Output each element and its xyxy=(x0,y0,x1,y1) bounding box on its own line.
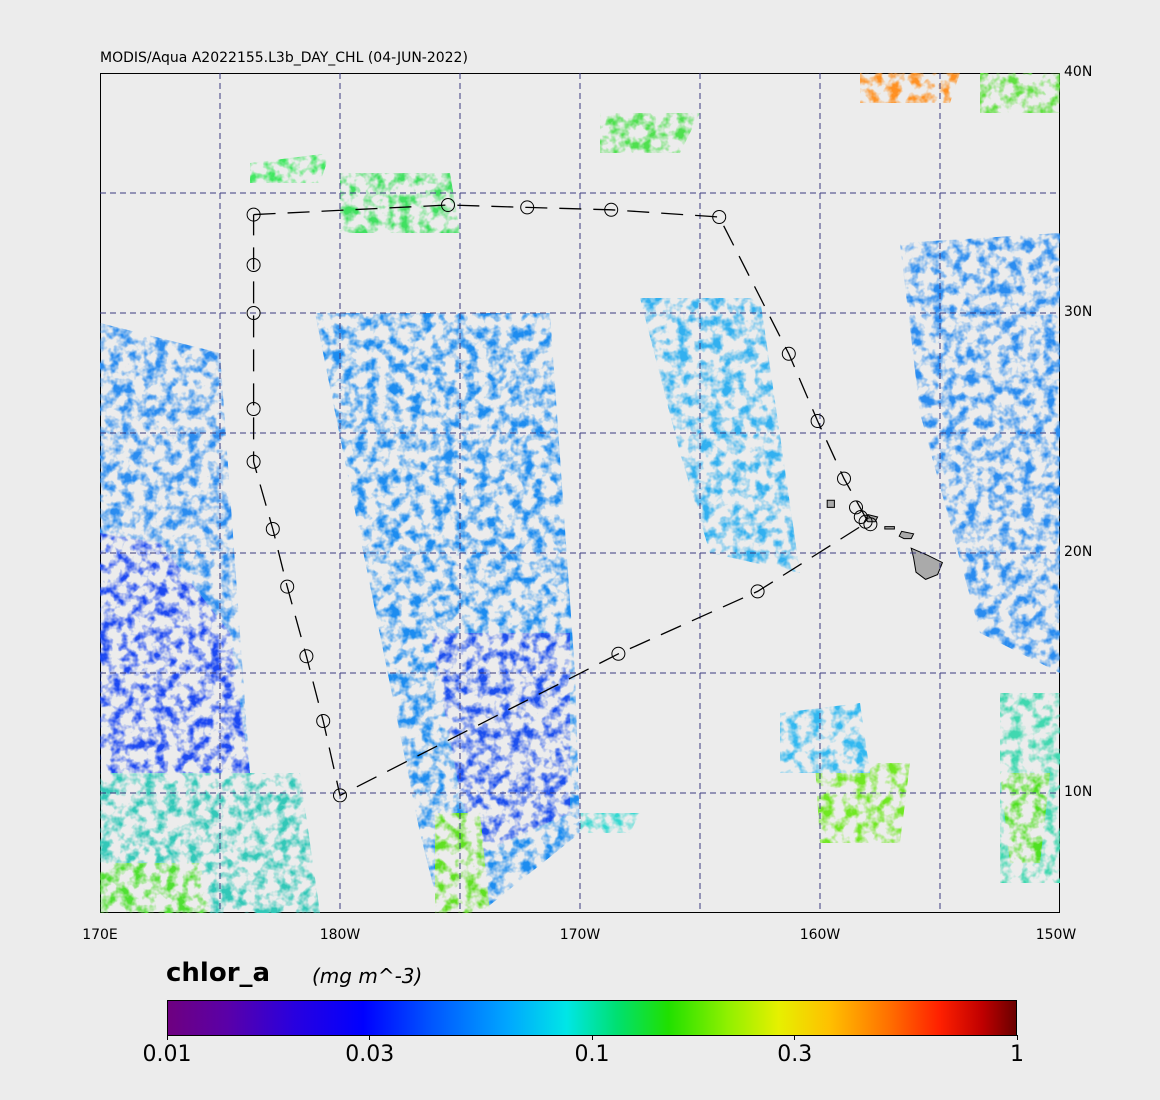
station-marker xyxy=(316,714,331,728)
colorbar-tick-label: 0.01 xyxy=(142,1042,192,1067)
station-marker xyxy=(611,646,626,661)
station-marker xyxy=(246,306,261,320)
lat-label: 10N xyxy=(1064,784,1093,800)
lat-label: 20N xyxy=(1064,544,1093,560)
station-marker xyxy=(246,207,261,222)
station-marker xyxy=(810,414,825,428)
island-shape xyxy=(898,530,915,540)
island-shape xyxy=(826,499,835,508)
colorbar-tick-label: 0.3 xyxy=(777,1042,813,1067)
hawaii-islands xyxy=(826,499,944,580)
station-marker xyxy=(441,198,455,212)
station-marker xyxy=(837,471,851,486)
colorbar-tick-mark xyxy=(369,1035,371,1040)
map-panel xyxy=(100,73,1060,913)
station-marker xyxy=(863,517,878,532)
colorbar-units: (mg m^-3) xyxy=(312,964,423,988)
station-marker xyxy=(604,202,619,217)
colorbar-tick-mark xyxy=(794,1035,796,1040)
lat-label: 30N xyxy=(1064,304,1093,320)
colorbar-tick-label: 1 xyxy=(1010,1042,1024,1067)
island-shape xyxy=(884,526,895,530)
station-marker xyxy=(333,788,347,803)
lon-label: 160W xyxy=(799,927,841,943)
lat-label: 40N xyxy=(1064,64,1093,80)
colorbar-tick-label: 0.03 xyxy=(345,1042,395,1067)
lon-label: 180W xyxy=(319,927,361,943)
colorbar-tick-mark xyxy=(1016,1035,1018,1040)
station-marker xyxy=(520,200,535,215)
station-marker xyxy=(246,454,261,469)
station-marker xyxy=(712,210,727,224)
station-marker xyxy=(265,522,280,536)
lon-label: 170W xyxy=(559,927,601,943)
colorbar-tick-mark xyxy=(166,1035,168,1040)
ship-track xyxy=(246,198,878,803)
map-canvas xyxy=(100,73,1060,913)
station-marker xyxy=(246,402,261,416)
station-marker xyxy=(299,649,314,664)
colorbar-tick-mark xyxy=(591,1035,593,1040)
station-marker xyxy=(781,346,796,361)
colorbar xyxy=(167,1000,1017,1036)
track-line xyxy=(252,204,869,797)
chlorophyll-swaths xyxy=(100,73,1060,913)
lon-label: 170E xyxy=(82,927,118,943)
lon-label: 150W xyxy=(1035,927,1077,943)
colorbar-tick-label: 0.1 xyxy=(574,1042,610,1067)
station-marker xyxy=(750,584,765,599)
station-marker xyxy=(246,258,261,272)
station-marker xyxy=(853,510,868,524)
station-marker xyxy=(280,579,295,594)
station-marker xyxy=(849,500,863,515)
map-title: MODIS/Aqua A2022155.L3b_DAY_CHL (04-JUN-… xyxy=(100,50,468,66)
island-shape xyxy=(910,547,944,580)
colorbar-variable: chlor_a xyxy=(166,958,271,988)
